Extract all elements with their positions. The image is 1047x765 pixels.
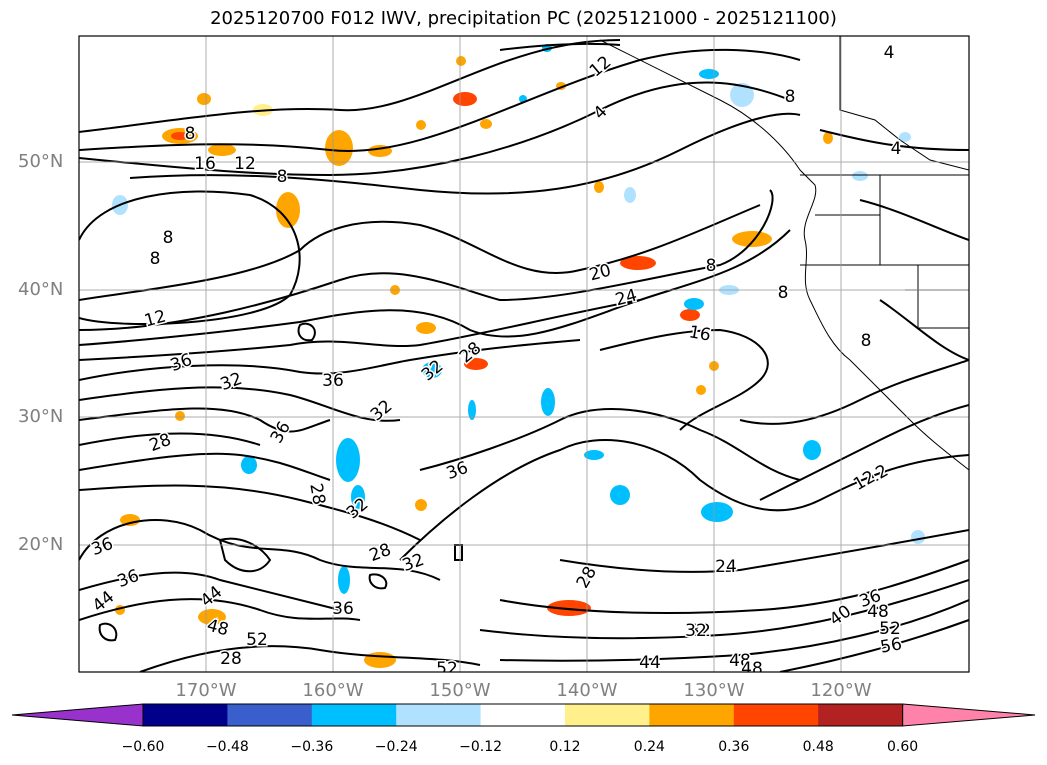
- contour-label: 36: [332, 599, 354, 619]
- contour-label: 56: [879, 634, 904, 657]
- colorbar-tick-label: 0.36: [718, 739, 750, 755]
- map-title: 2025120700 F012 IWV, precipitation PC (2…: [210, 8, 837, 29]
- lon-label-140w: 140°W: [556, 680, 618, 701]
- colorbar-frame: [142, 703, 904, 727]
- contour-label: 8: [778, 283, 789, 303]
- lat-label-20n: 20°N: [18, 534, 64, 555]
- contour-label: 48: [729, 651, 751, 671]
- colorbar-segment: [565, 704, 650, 726]
- contour-label: 52: [246, 630, 268, 650]
- colorbar-tick-label: 0.48: [802, 739, 834, 755]
- contour-label: 8: [785, 87, 796, 107]
- contour-label: 44: [639, 653, 661, 673]
- contour-label: 8: [150, 249, 161, 269]
- graticule: [79, 36, 969, 672]
- contour-label: 52: [436, 659, 458, 679]
- contour-label: 28: [220, 649, 242, 669]
- colorbar-extend-max: [902, 703, 1036, 727]
- lat-label-50n: 50°N: [18, 151, 64, 172]
- iwv-contours: [79, 39, 969, 672]
- contour-label: 8: [163, 228, 174, 248]
- contour-label: 32: [685, 621, 707, 641]
- colorbar-segment: [818, 704, 904, 726]
- contour-label: 4: [891, 139, 902, 159]
- colorbar-extend-min: [11, 703, 144, 727]
- contour-label: 8: [277, 167, 288, 187]
- contour-label: 8: [706, 256, 717, 276]
- colorbar-segment: [227, 704, 313, 726]
- lon-label-130w: 130°W: [683, 680, 745, 701]
- colorbar-tick-label: 0.24: [633, 739, 665, 755]
- colorbar-tick-label: −0.36: [290, 739, 334, 755]
- lon-label-170w: 170°W: [175, 680, 237, 701]
- colorbar-tick-label: −0.12: [459, 739, 503, 755]
- contour-label: 12: [234, 154, 256, 174]
- contour-label: 16: [687, 322, 712, 345]
- contour-label: 48: [741, 659, 763, 679]
- colorbar-tick-label: −0.48: [205, 739, 249, 755]
- colorbar: [11, 703, 1036, 727]
- contour-label: 52: [879, 619, 901, 639]
- colorbar-tick-label: 0.60: [887, 739, 919, 755]
- colorbar-tick-label: −0.24: [374, 739, 418, 755]
- lat-label-30n: 30°N: [18, 406, 64, 427]
- lat-label-40n: 40°N: [18, 279, 64, 300]
- precip-shading: [112, 44, 925, 668]
- contour-label: 24: [715, 557, 737, 577]
- colorbar-segment: [143, 704, 228, 726]
- colorbar-segment: [480, 704, 566, 726]
- lon-label-160w: 160°W: [302, 680, 364, 701]
- colorbar-tick-label: 0.12: [549, 739, 581, 755]
- colorbar-segment: [649, 704, 735, 726]
- contour-label: 48: [867, 602, 889, 622]
- contour-label: 36: [322, 371, 344, 391]
- contour-label: 16: [194, 154, 216, 174]
- contour-label: 28: [305, 482, 328, 507]
- plot-frame: [78, 35, 970, 673]
- contour-label: 8: [185, 124, 196, 144]
- contour-label: 4: [884, 43, 895, 63]
- lon-label-150w: 150°W: [429, 680, 491, 701]
- colorbar-segment: [396, 704, 482, 726]
- colorbar-tick-label: −0.60: [121, 739, 165, 755]
- colorbar-segment: [733, 704, 819, 726]
- lon-label-120w: 120°W: [810, 680, 872, 701]
- contour-label: 32: [689, 621, 711, 641]
- contour-label: 8: [861, 331, 872, 351]
- colorbar-segment: [311, 704, 397, 726]
